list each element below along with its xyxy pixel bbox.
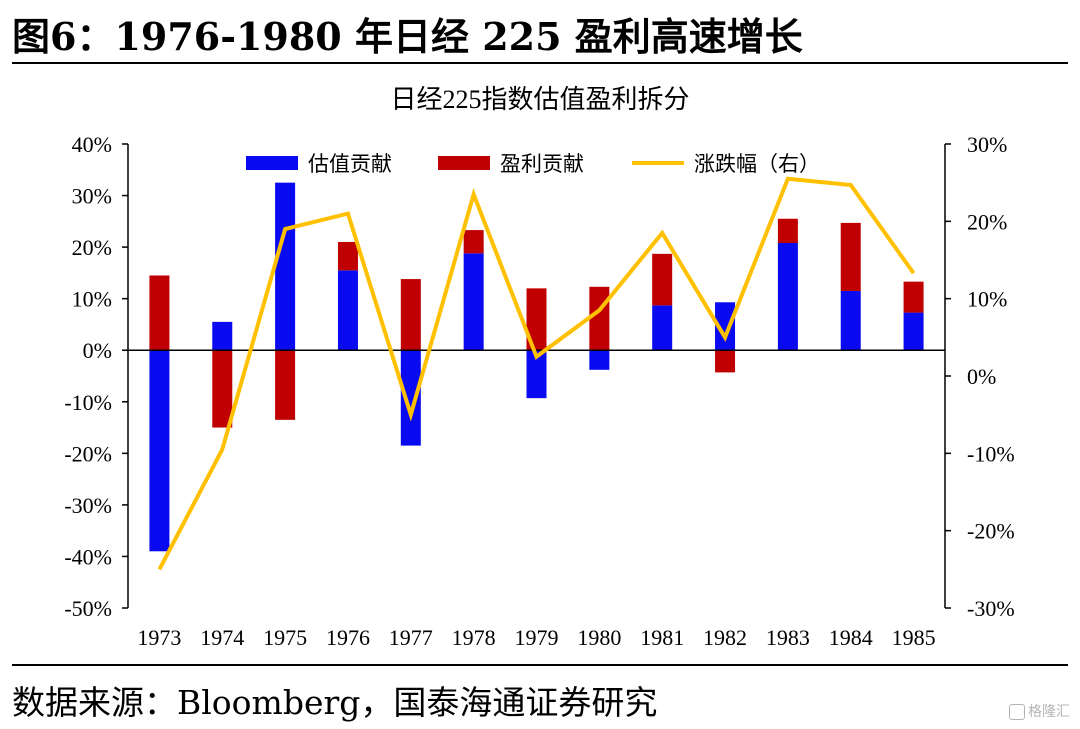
earnings-bar [463, 230, 484, 254]
valuation-bar [589, 350, 610, 370]
x-tick-label: 1981 [640, 625, 684, 650]
watermark-text: 格隆汇 [1028, 704, 1070, 720]
right-tick-label: 20% [967, 209, 1007, 234]
valuation-bar [400, 350, 421, 446]
x-tick-label: 1975 [263, 625, 307, 650]
left-tick-label: -30% [64, 493, 112, 518]
figure-title: 图6：1976-1980 年日经 225 盈利高速增长 [12, 14, 803, 59]
valuation-bar [275, 182, 296, 351]
x-tick-label: 1985 [892, 625, 936, 650]
earnings-bar [589, 286, 610, 351]
left-axis-ticks: 40% 30% 20% 10% 0% -10% -20% -30% -40% -50% [64, 132, 128, 621]
left-tick-label: -50% [64, 596, 112, 621]
valuation-bar [777, 242, 798, 351]
watermark-logo-icon [1009, 704, 1025, 720]
earnings-bar [777, 218, 798, 243]
right-axis-ticks: 30% 20% 10% 0% -10% -20% -30% [945, 132, 1015, 621]
valuation-bar [149, 350, 170, 552]
left-tick-label: -20% [64, 441, 112, 466]
earnings-bar-group [149, 218, 924, 428]
right-tick-label: 30% [967, 132, 1007, 157]
earnings-bar [337, 241, 358, 271]
source-note: 数据来源：Bloomberg，国泰海通证券研究 [12, 683, 658, 722]
earnings-bar [275, 350, 296, 420]
left-tick-label: 10% [72, 287, 112, 312]
left-tick-label: 0% [83, 338, 112, 363]
valuation-bar [903, 312, 924, 351]
valuation-bar [212, 321, 233, 351]
right-tick-label: -30% [967, 596, 1015, 621]
x-tick-label: 1973 [137, 625, 181, 650]
earnings-bar [212, 350, 233, 428]
right-tick-label: -20% [967, 519, 1015, 544]
valuation-bar [840, 290, 861, 351]
right-tick-label: 0% [967, 364, 996, 389]
earnings-bar [903, 281, 924, 313]
valuation-bar [652, 305, 673, 351]
legend-label: 估值贡献 [308, 152, 392, 176]
watermark: 格隆汇 [1009, 701, 1070, 721]
earnings-bar [715, 350, 736, 373]
x-tick-label: 1984 [829, 625, 873, 650]
legend-swatch [246, 156, 298, 170]
x-tick-label: 1976 [326, 625, 370, 650]
x-tick-label: 1978 [452, 625, 496, 650]
earnings-bar [840, 222, 861, 291]
return-line-group [157, 176, 916, 571]
earnings-bar [526, 288, 547, 351]
valuation-bar [715, 302, 736, 351]
earnings-bar [652, 253, 673, 306]
x-tick-label: 1979 [515, 625, 559, 650]
legend: 估值贡献 盈利贡献 涨跌幅（右） [246, 152, 820, 176]
right-tick-label: 10% [967, 287, 1007, 312]
source-rule [12, 664, 1068, 666]
valuation-bar [526, 350, 547, 399]
left-tick-label: -40% [64, 544, 112, 569]
earnings-bar [149, 275, 170, 351]
legend-label: 盈利贡献 [500, 152, 584, 176]
right-tick-label: -10% [967, 441, 1015, 466]
chart: 日经225指数估值盈利拆分 估值贡献 盈利贡献 涨跌幅（右） 40% 30% 20% 10… [64, 85, 1015, 650]
valuation-bar [463, 253, 484, 351]
valuation-bar [337, 270, 358, 351]
x-tick-label: 1980 [577, 625, 621, 650]
valuation-bar-group [149, 182, 924, 552]
x-tick-label: 1983 [766, 625, 810, 650]
left-tick-label: -10% [64, 390, 112, 415]
earnings-bar [400, 279, 421, 351]
legend-label: 涨跌幅（右） [694, 152, 820, 176]
left-tick-label: 30% [72, 184, 112, 209]
title-rule [12, 62, 1068, 64]
x-axis-labels: 1973 1974 1975 1976 1977 1978 1979 1980 1981 1982… [137, 625, 935, 650]
left-tick-label: 40% [72, 132, 112, 157]
x-tick-label: 1974 [200, 625, 244, 650]
chart-title: 日经225指数估值盈利拆分 [390, 85, 689, 114]
legend-swatch [438, 156, 490, 170]
left-tick-label: 20% [72, 235, 112, 260]
x-tick-label: 1977 [389, 625, 433, 650]
x-tick-label: 1982 [703, 625, 747, 650]
